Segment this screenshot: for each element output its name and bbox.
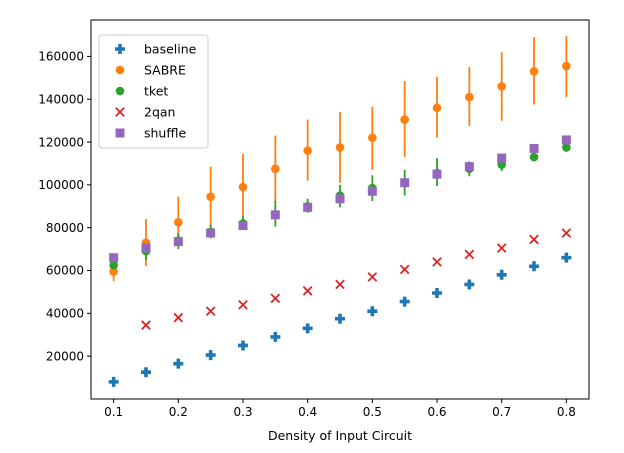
- shuffle-point: [206, 228, 216, 238]
- legend-label-tket: tket: [144, 84, 168, 99]
- sabre-point: [497, 82, 506, 91]
- y-tick-label: 80000: [46, 221, 84, 235]
- baseline-point: [335, 313, 345, 324]
- baseline-point: [561, 252, 572, 263]
- shuffle-point: [464, 162, 474, 172]
- x-axis-label: Density of Input Circuit: [268, 428, 412, 443]
- 2qan-point: [367, 272, 378, 282]
- 2qan-point: [173, 312, 184, 323]
- legend-label-shuffle: shuffle: [144, 126, 186, 141]
- legend-marker-shuffle: [115, 128, 125, 138]
- 2qan-point: [205, 306, 216, 317]
- x-axis-ticks: 0.1 0.2 0.3 0.4 0.5 0.6 0.7 0.8: [104, 399, 576, 419]
- baseline-point: [496, 269, 507, 280]
- sabre-point: [529, 67, 539, 76]
- tket-point: [562, 143, 571, 152]
- shuffle-point: [109, 253, 119, 263]
- x-tick-label: 0.8: [557, 405, 576, 419]
- baseline-point: [108, 376, 119, 387]
- shuffle-point: [400, 178, 410, 188]
- 2qan-point: [270, 293, 281, 304]
- sabre-point: [174, 218, 183, 227]
- x-tick-label: 0.1: [104, 405, 123, 419]
- legend: baseline SABRE tket 2qan shuffle: [98, 34, 209, 149]
- 2qan-point: [464, 249, 475, 260]
- baseline-point: [173, 358, 184, 369]
- legend-label-2qan: 2qan: [144, 105, 175, 120]
- shuffle-point: [303, 202, 313, 212]
- y-tick-label: 120000: [38, 135, 84, 149]
- legend-label-baseline: baseline: [144, 42, 197, 57]
- data-points: [108, 61, 572, 387]
- baseline-point: [367, 306, 378, 317]
- 2qan-point: [141, 320, 151, 330]
- 2qan-point: [561, 228, 572, 238]
- baseline-point: [270, 331, 281, 342]
- plot-area-frame: [90, 19, 590, 400]
- shuffle-point: [335, 194, 345, 204]
- baseline-point: [302, 323, 313, 334]
- sabre-point: [109, 267, 118, 276]
- legend-marker-baseline: [115, 44, 125, 54]
- sabre-point: [303, 146, 312, 155]
- legend-label-sabre: SABRE: [144, 63, 186, 78]
- x-tick-label: 0.6: [427, 405, 446, 419]
- y-tick-label: 40000: [46, 307, 84, 321]
- baseline-point: [205, 350, 216, 361]
- legend-marker-2qan: [115, 107, 125, 117]
- sabre-point: [465, 92, 474, 102]
- sabre-point: [238, 182, 248, 192]
- y-tick-label: 140000: [38, 92, 84, 106]
- sabre-point: [432, 103, 442, 113]
- legend-box: [98, 34, 209, 149]
- shuffle-point: [173, 237, 183, 247]
- shuffle-point: [367, 186, 377, 196]
- 2qan-point: [432, 257, 442, 267]
- tket-point: [109, 260, 118, 270]
- shuffle-point: [497, 153, 507, 163]
- sabre-point: [271, 164, 280, 174]
- shuffle-point: [141, 243, 151, 253]
- y-tick-label: 160000: [38, 50, 84, 64]
- shuffle-point: [561, 135, 571, 145]
- baseline-point: [464, 279, 475, 290]
- sabre-point: [562, 61, 571, 71]
- y-axis-ticks: 20000 40000 60000 80000 100000 120000 140000 16…: [38, 50, 91, 363]
- legend-marker-sabre: [115, 65, 125, 75]
- baseline-point: [140, 367, 151, 378]
- shuffle-point: [270, 210, 280, 220]
- 2qan-point: [496, 243, 507, 253]
- x-tick-label: 0.2: [169, 405, 188, 419]
- x-tick-label: 0.4: [298, 405, 317, 419]
- shuffle-point: [529, 143, 539, 153]
- y-tick-label: 100000: [38, 178, 84, 192]
- shuffle-point: [432, 169, 442, 179]
- sabre-point: [206, 192, 215, 201]
- baseline-point: [237, 340, 248, 351]
- baseline-point: [529, 261, 540, 272]
- 2qan-point: [529, 234, 539, 245]
- y-tick-label: 20000: [46, 349, 84, 363]
- 2qan-point: [238, 299, 248, 310]
- tket-point: [529, 152, 539, 162]
- sabre-point: [368, 133, 377, 143]
- shuffle-point: [238, 221, 248, 231]
- x-tick-label: 0.3: [233, 405, 252, 419]
- 2qan-point: [399, 264, 410, 275]
- legend-marker-tket: [115, 86, 125, 96]
- x-tick-label: 0.5: [363, 405, 382, 419]
- baseline-point: [432, 288, 443, 299]
- y-tick-label: 60000: [46, 264, 84, 278]
- 2qan-point: [335, 279, 345, 290]
- x-tick-label: 0.7: [492, 405, 511, 419]
- sabre-point: [335, 143, 345, 152]
- sabre-point: [400, 115, 409, 124]
- baseline-point: [399, 296, 410, 307]
- 2qan-point: [302, 286, 313, 296]
